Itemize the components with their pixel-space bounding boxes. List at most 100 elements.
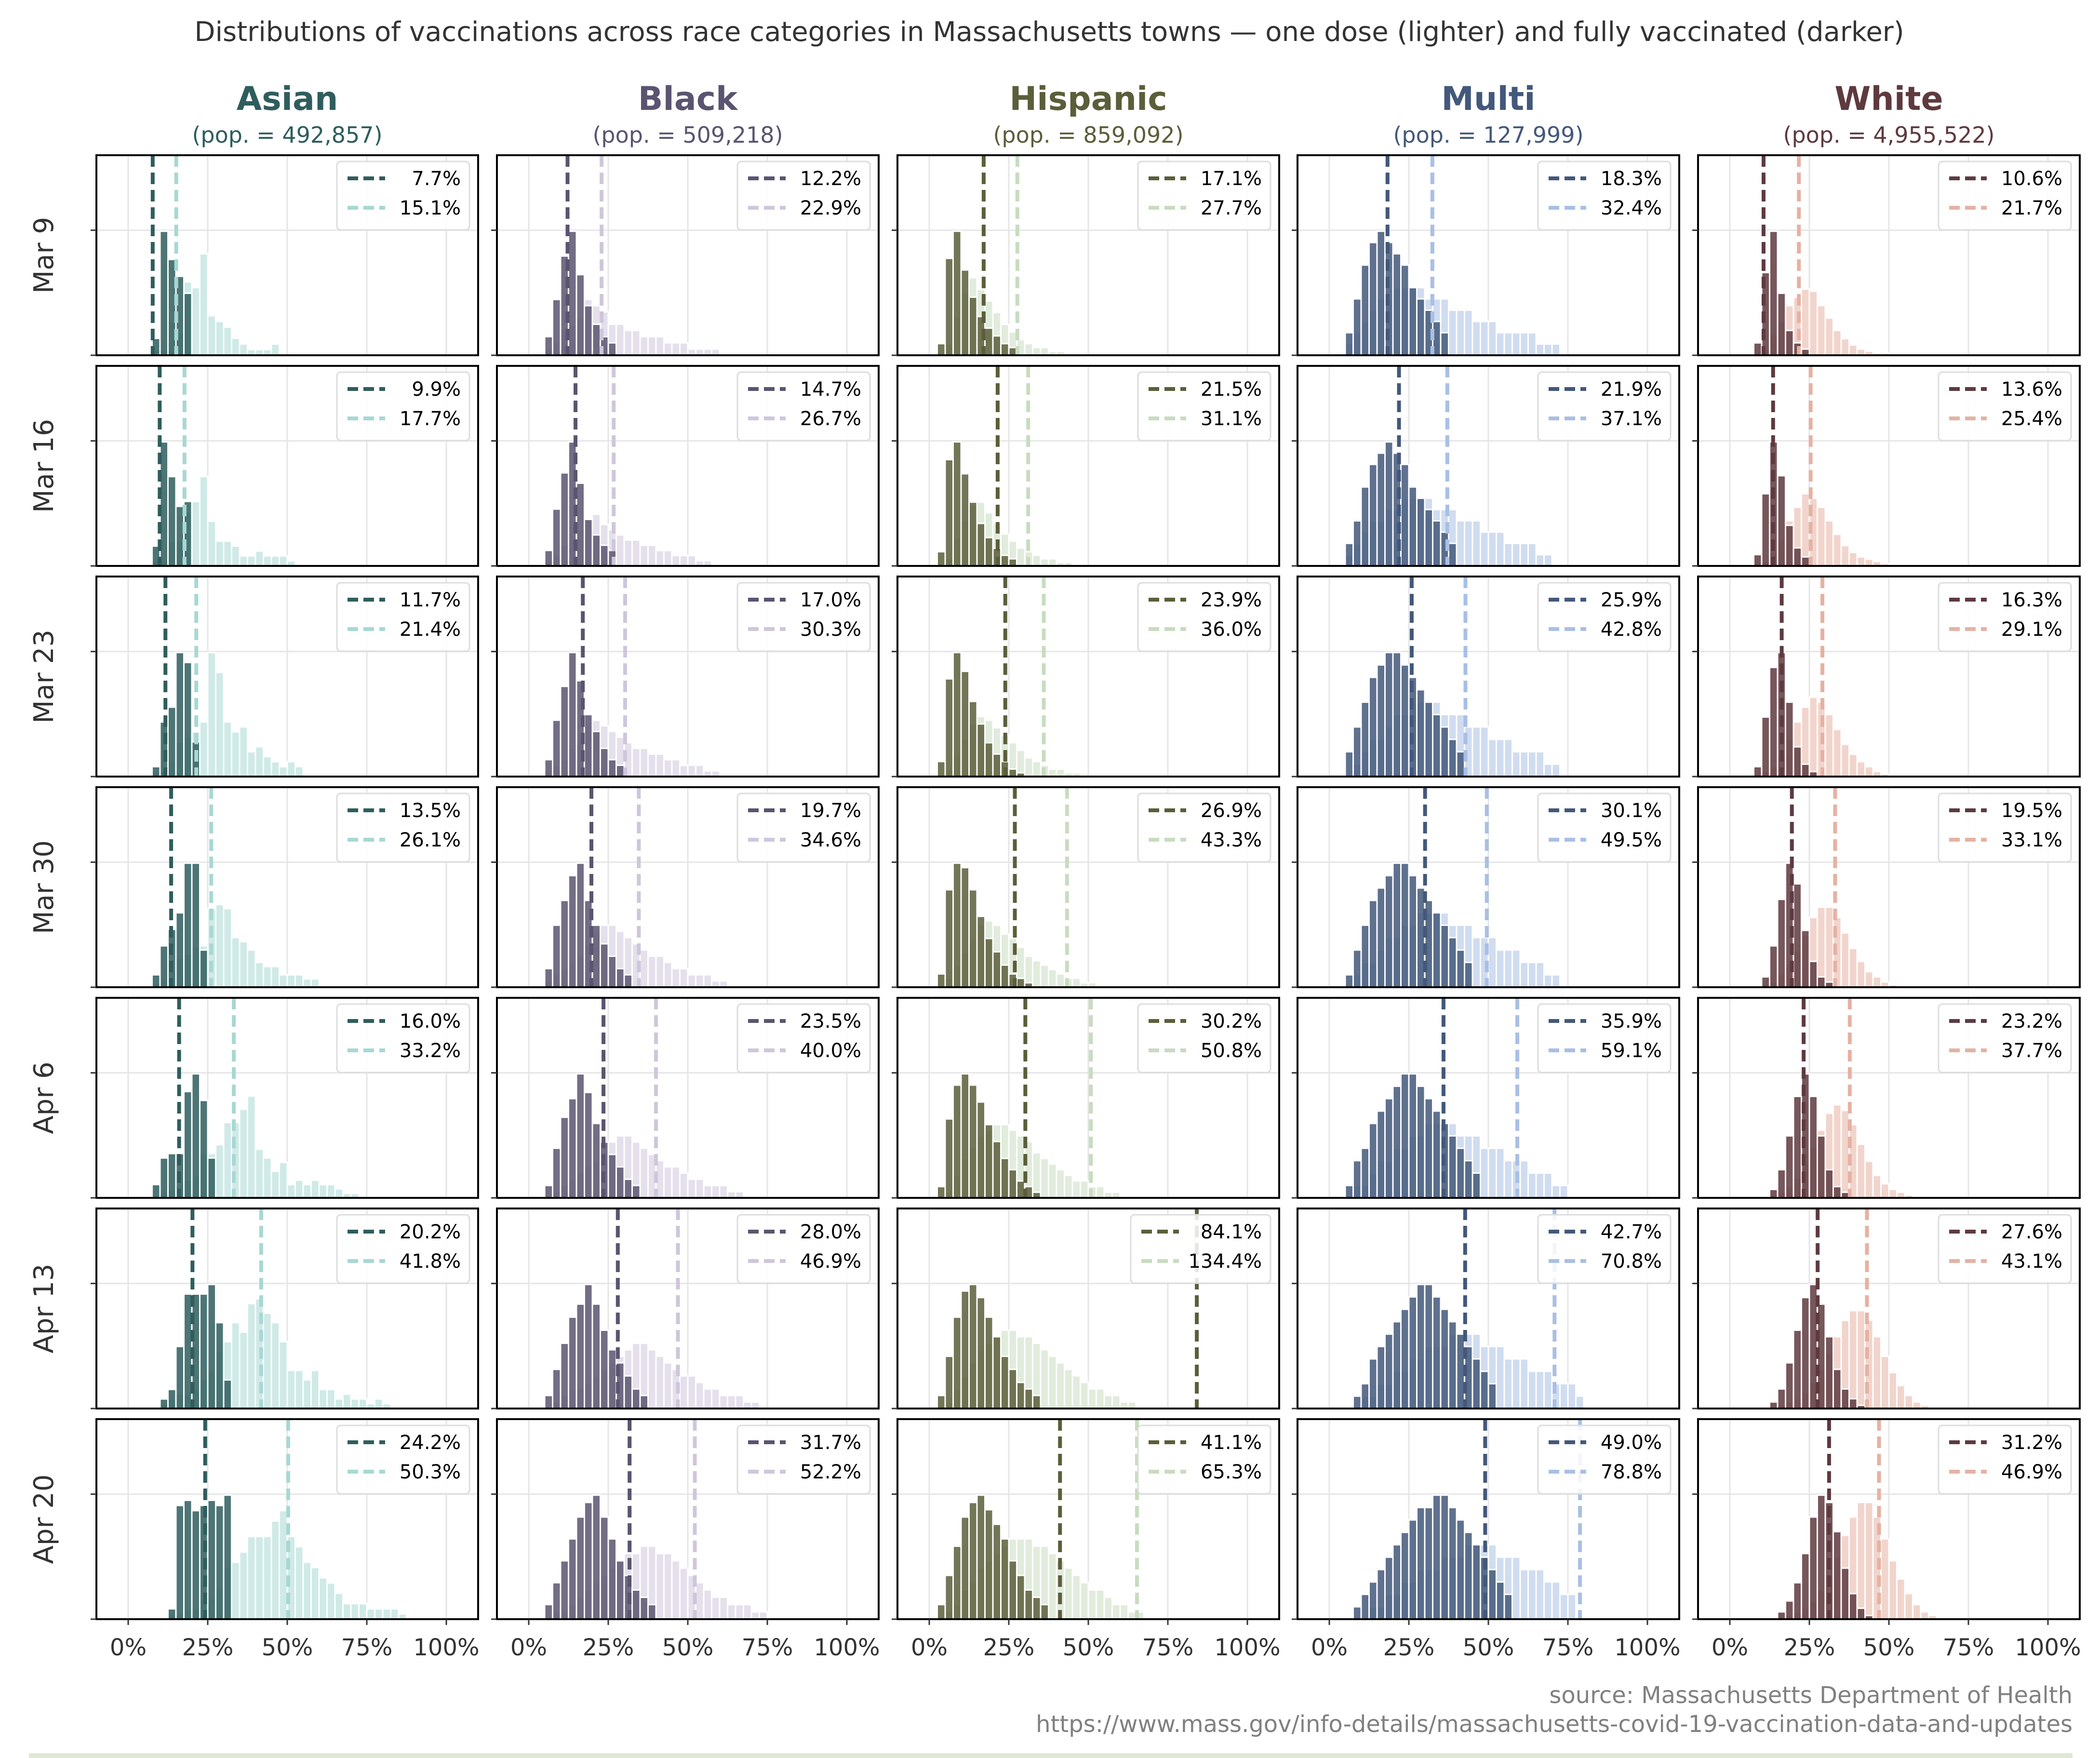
one-dose-bar: [1040, 964, 1049, 987]
one-dose-bar: [1503, 542, 1513, 566]
full-vax-bar: [936, 343, 946, 355]
full-vax-bar: [952, 862, 962, 987]
one-dose-bar: [1056, 768, 1065, 777]
full-vax-bar: [992, 335, 1002, 355]
one-dose-bar: [1511, 949, 1521, 987]
panel: 84.1% 134.4%: [892, 1208, 1280, 1409]
x-tick-label: 50%: [1063, 1634, 1114, 1661]
full-vax-bar: [1471, 1544, 1481, 1619]
full-vax-bar: [952, 1316, 962, 1409]
one-dose-bar: [1527, 1569, 1537, 1619]
full-vax-bar: [544, 550, 553, 566]
one-dose-bar: [1864, 1502, 1874, 1619]
one-dose-bar: [1487, 1147, 1497, 1198]
full-vax-bar: [1464, 1531, 1473, 1619]
one-dose-bar: [231, 937, 241, 987]
one-dose-bar: [687, 1178, 696, 1198]
full-vax-bar: [984, 327, 994, 355]
full-vax-bar: [992, 1523, 1002, 1619]
x-tick-label: 0%: [1311, 1634, 1348, 1661]
legend-label: 22.9%: [800, 197, 861, 219]
full-vax-bar: [584, 1284, 593, 1409]
full-vax-bar: [159, 1157, 169, 1198]
one-dose-bar: [695, 1382, 705, 1409]
x-tick-label: 100%: [1214, 1634, 1280, 1661]
legend-label: 50.8%: [1201, 1040, 1262, 1062]
full-vax-bar: [992, 753, 1002, 777]
full-vax-bar: [199, 949, 209, 987]
one-dose-bar: [294, 1369, 304, 1409]
one-dose-bar: [711, 1388, 721, 1409]
x-tick-label: 75%: [1542, 1634, 1594, 1661]
one-dose-bar: [1056, 1169, 1065, 1198]
panel-frame: [1697, 997, 2081, 1199]
one-dose-bar: [358, 1603, 368, 1619]
one-dose-bar: [1519, 542, 1529, 566]
one-dose-bar: [1808, 696, 1818, 777]
one-dose-bar: [1527, 962, 1537, 987]
legend-label: 17.1%: [1201, 168, 1262, 190]
one-dose-bar: [1480, 726, 1489, 777]
one-dose-bar: [1487, 531, 1497, 566]
one-dose-bar: [1527, 332, 1537, 355]
full-vax-bar: [1384, 874, 1394, 987]
full-vax-bar: [1753, 554, 1763, 566]
full-vax-bar: [1769, 1188, 1779, 1198]
panel-frame: [896, 576, 1280, 778]
legend-label: 26.7%: [800, 408, 861, 430]
full-vax-bar: [984, 742, 994, 777]
one-dose-bar: [1535, 1569, 1545, 1619]
one-dose-bar: [1535, 962, 1545, 987]
full-vax-bar: [1376, 1569, 1386, 1619]
full-vax-bar: [1408, 874, 1418, 987]
one-dose-bar: [719, 1184, 728, 1198]
full-vax-bar: [952, 1084, 962, 1198]
full-vax-bar: [1753, 342, 1763, 355]
full-vax-bar: [1832, 1530, 1842, 1619]
one-dose-bar: [1543, 343, 1553, 355]
full-vax-bar: [1792, 1095, 1802, 1198]
full-vax-bar: [1360, 1594, 1370, 1619]
one-dose-bar: [279, 974, 288, 987]
full-vax-bar: [1448, 1321, 1458, 1409]
one-dose-bar: [1048, 968, 1057, 987]
full-vax-bar: [952, 441, 962, 566]
panel-frame: [896, 997, 1280, 1199]
full-vax-bar: [1344, 751, 1354, 777]
panel: 28.0% 46.9%: [491, 1208, 880, 1409]
full-vax-bar: [175, 1504, 185, 1619]
one-dose-bar: [334, 1398, 344, 1409]
one-dose-bar: [671, 555, 681, 566]
full-vax-bar: [639, 1395, 649, 1409]
one-dose-bar: [1856, 761, 1866, 777]
full-vax-bar: [1000, 1538, 1010, 1619]
full-vax-bar: [1777, 475, 1786, 566]
panel-frame: [496, 365, 880, 567]
full-vax-bar: [199, 1293, 209, 1409]
full-vax-bar: [1384, 652, 1394, 777]
full-vax-bar: [1008, 1169, 1017, 1198]
full-vax-bar: [1801, 348, 1810, 355]
panel: 18.3% 32.4%: [1292, 154, 1680, 356]
full-vax-bar: [1344, 1184, 1354, 1198]
full-vax-bar: [575, 482, 585, 566]
full-vax-bar: [1480, 1370, 1489, 1409]
one-dose-bar: [1824, 906, 1834, 987]
one-dose-bar: [679, 765, 689, 777]
full-vax-bar: [1352, 520, 1362, 566]
one-dose-bar: [374, 1608, 384, 1619]
one-dose-bar: [655, 550, 665, 566]
one-dose-bar: [326, 1582, 336, 1619]
full-vax-bar: [631, 1184, 641, 1198]
one-dose-bar: [1087, 1388, 1097, 1409]
one-dose-bar: [1456, 309, 1465, 355]
one-dose-bar: [1511, 332, 1521, 355]
full-vax-bar: [1000, 343, 1010, 355]
full-vax-bar: [1352, 1395, 1362, 1409]
one-dose-bar: [687, 1375, 696, 1409]
full-vax-bar: [1753, 765, 1763, 777]
full-vax-bar: [1416, 1284, 1426, 1409]
one-dose-bar: [199, 253, 209, 355]
one-dose-bar: [215, 903, 225, 987]
one-dose-bar: [1904, 1194, 1913, 1198]
